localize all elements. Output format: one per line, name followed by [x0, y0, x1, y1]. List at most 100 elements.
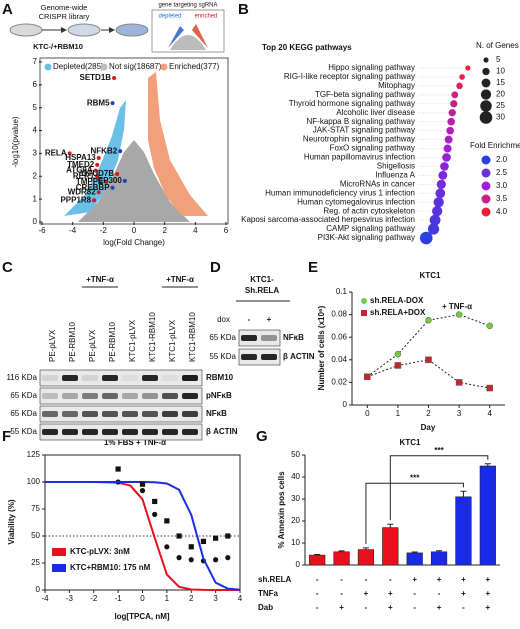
chart-title: Top 20 KEGG pathways — [262, 43, 352, 52]
category-label: Reg. of actin cytoskeleton — [323, 206, 415, 215]
x-tick-label: -2 — [90, 594, 98, 603]
category-label: PI3K-Akt signaling pathway — [318, 233, 415, 242]
x-tick-label: 0 — [140, 594, 145, 603]
y-tick-label: 0 — [296, 560, 301, 569]
dish — [115, 23, 149, 37]
dot — [429, 214, 441, 226]
y-tick-label: 0 — [343, 400, 348, 409]
lane-label: PE-pLVX — [88, 329, 97, 362]
dish — [67, 23, 101, 37]
x-tick-label: 1 — [396, 409, 401, 418]
band — [42, 411, 58, 417]
point — [425, 317, 432, 324]
band — [62, 393, 78, 399]
schematic-text: KTC-/+RBM10 — [33, 42, 83, 51]
inset-cloud — [170, 35, 206, 50]
band — [122, 393, 138, 399]
bar — [333, 551, 350, 566]
category-label: NF-kappa B signaling pathway — [306, 117, 415, 126]
category-label: FoxO signaling pathway — [330, 144, 415, 153]
x-tick-label: -4 — [69, 226, 77, 235]
y-axis-label: % Annexin pos cells — [277, 471, 286, 549]
error-bar — [387, 523, 394, 528]
dot — [436, 179, 446, 189]
dot — [433, 197, 444, 208]
blot-strip — [39, 369, 203, 387]
y-tick-label: 3 — [33, 149, 38, 158]
y-tick-label: 25 — [31, 558, 40, 567]
panel-label: E — [308, 259, 318, 276]
point — [164, 544, 170, 550]
size-legend-dot — [480, 89, 492, 100]
category-label: Human papillomavirus infection — [304, 153, 415, 162]
annotation: + TNF-α — [442, 302, 472, 311]
band — [122, 411, 138, 417]
legend-swatch — [100, 63, 108, 71]
condition-sign: + — [461, 589, 466, 598]
condition-sign: - — [413, 589, 416, 598]
x-tick-label: 4 — [193, 226, 198, 235]
band — [162, 375, 178, 381]
point — [176, 555, 182, 561]
band — [102, 375, 118, 381]
size-legend-label: 25 — [496, 101, 505, 110]
treatment-label: dox — [217, 315, 230, 324]
band — [62, 429, 78, 435]
band — [182, 411, 198, 417]
category-label: Human cytomegalovirus infection — [297, 197, 415, 206]
color-legend-dot — [481, 181, 491, 191]
size-legend-label: 15 — [496, 78, 505, 87]
x-tick-label: 2 — [189, 594, 194, 603]
y-tick-label: 30 — [291, 494, 300, 503]
color-legend-label: 2.0 — [496, 155, 508, 164]
dot — [432, 206, 443, 217]
lane-label: - — [248, 315, 251, 324]
legend-label: Depleted(285) — [53, 62, 104, 71]
point — [188, 544, 194, 550]
row-label: pNFκB — [206, 391, 232, 400]
band — [142, 375, 158, 381]
y-tick-label: 0 — [36, 585, 41, 594]
not-sig-cloud — [78, 140, 190, 222]
schematic-text: Genome-wide — [41, 3, 88, 12]
row-label: β ACTIN — [283, 352, 315, 361]
gene-label: NFKB2 — [91, 146, 118, 155]
y-tick-label: 50 — [291, 450, 300, 459]
significance-label: *** — [434, 446, 444, 455]
point — [188, 557, 194, 563]
point — [486, 384, 493, 392]
band — [142, 393, 158, 399]
error-bar — [338, 550, 345, 552]
gene-label: CREBBP — [76, 183, 110, 192]
condition-sign: + — [388, 603, 393, 612]
dish — [9, 23, 43, 37]
condition-sign: + — [485, 603, 490, 612]
dot — [443, 144, 452, 153]
gene-label: WDR82 — [68, 187, 97, 196]
size-legend-dot — [479, 111, 493, 124]
gene-label: RELA — [45, 149, 67, 158]
marker-label: 55 KDa — [10, 427, 37, 436]
lane-label: KTC1-pLVX — [168, 319, 177, 362]
condition-sign: - — [438, 589, 441, 598]
y-tick-label: 6 — [33, 80, 38, 89]
category-label: CAMP signaling pathway — [326, 224, 415, 233]
gene-label: EP300 — [98, 176, 123, 185]
inset-depleted — [168, 26, 184, 48]
gene-point — [95, 162, 100, 167]
band — [82, 429, 98, 435]
blot-title: KTC1- — [250, 275, 274, 284]
dot — [451, 91, 459, 99]
condition-sign: - — [462, 603, 465, 612]
x-tick-label: 1 — [165, 594, 170, 603]
y-tick-label: 0.02 — [331, 378, 347, 387]
point — [164, 518, 170, 524]
gene-label: TMED2 — [67, 160, 95, 169]
row-label: RBM10 — [206, 373, 234, 382]
series-line — [367, 314, 490, 378]
band — [261, 354, 277, 360]
size-legend-label: 30 — [496, 113, 505, 122]
category-label: Influenza A — [375, 170, 415, 179]
blot-strip — [238, 329, 281, 347]
error-bar — [314, 553, 321, 556]
